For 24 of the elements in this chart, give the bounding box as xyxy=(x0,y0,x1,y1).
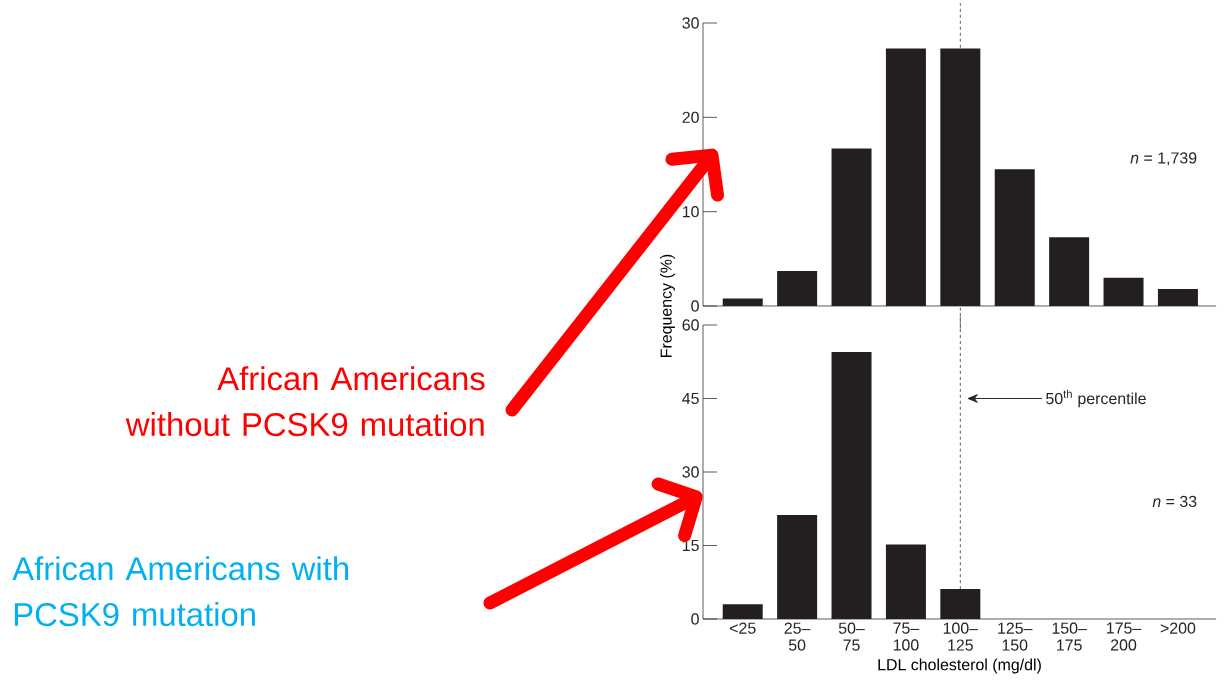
x-tick-label: <25 xyxy=(729,622,756,634)
y-tick-label: 45 xyxy=(682,392,699,405)
x-tick-label: 150–175 xyxy=(1052,622,1087,651)
y-tick-label: 10 xyxy=(682,206,699,218)
annotation: n = 1,739 xyxy=(1130,152,1197,166)
y-axis-title: Frequency (%) xyxy=(660,254,675,357)
text: African Americans with PCSK9 mutation xyxy=(12,556,349,627)
x-tick-label: 175–200 xyxy=(1107,622,1142,651)
x-tick-label: 125–150 xyxy=(998,622,1033,651)
x-tick-label: 25–50 xyxy=(784,622,811,651)
x-tick-label: 75–100 xyxy=(893,622,920,651)
x-axis-title: LDL cholesterol (mg/dl) xyxy=(878,658,1041,674)
y-tick-label: 60 xyxy=(682,319,699,331)
x-tick-label: 100–125 xyxy=(943,622,979,651)
y-tick-label: 30 xyxy=(682,466,699,478)
text: African Americans without PCSK9 mutation xyxy=(125,366,485,437)
y-tick-label: 0 xyxy=(691,300,699,312)
annotation: n = 33 xyxy=(1152,495,1197,508)
y-tick-label: 30 xyxy=(682,17,699,29)
y-tick-label: 0 xyxy=(691,613,699,625)
x-tick-label: 50–75 xyxy=(838,622,865,651)
annotation: 50$^{th}$ percentile xyxy=(1046,389,1146,408)
y-tick-label: 20 xyxy=(682,111,699,123)
x-tick-label: >200 xyxy=(1160,622,1196,634)
